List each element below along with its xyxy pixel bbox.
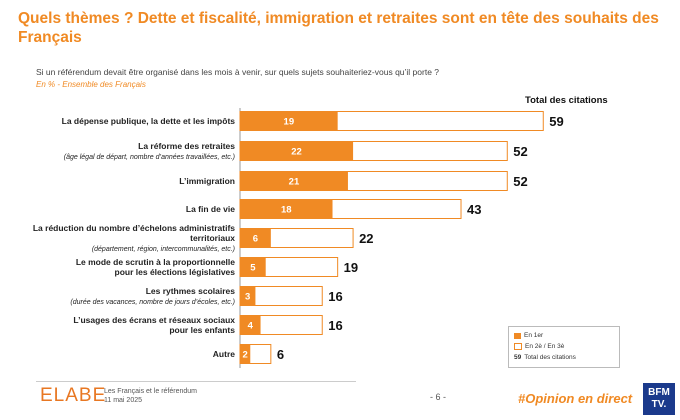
- unit-note: En % - Ensemble des Français: [36, 80, 146, 89]
- bfmtv-logo: BFM TV.: [643, 383, 675, 415]
- category-label: territoriaux: [190, 233, 235, 243]
- page-number: - 6 -: [430, 392, 447, 402]
- data-label-total: 43: [467, 202, 481, 217]
- hashtag: #Opinion en direct: [518, 391, 633, 406]
- category-label: Autre: [213, 349, 235, 359]
- bar-first: [240, 199, 333, 219]
- category-label: pour les élections législatives: [115, 267, 236, 277]
- category-label: Le mode de scrutin à la proportionnelle: [76, 257, 235, 267]
- legend-label-total: Total des citations: [524, 354, 576, 361]
- legend-item-first: En 1er: [514, 332, 543, 339]
- bfmtv-logo-line1: BFM: [648, 387, 670, 398]
- data-label-first: 5: [250, 263, 256, 274]
- bar-first: [240, 257, 266, 277]
- data-label-total: 16: [328, 289, 342, 304]
- legend-swatch-other: [514, 343, 522, 350]
- bar-first: [240, 228, 271, 248]
- data-label-total: 19: [344, 260, 358, 275]
- category-sublabel: (âge légal de départ, nombre d’années tr…: [64, 154, 235, 161]
- data-label-total: 6: [277, 347, 284, 362]
- category-label: La réduction du nombre d’échelons admini…: [33, 223, 235, 233]
- bar-first: [240, 315, 261, 335]
- legend-swatch-first: [514, 332, 521, 339]
- data-label-total: 52: [513, 144, 527, 159]
- footer-divider: [36, 381, 356, 382]
- elabe-logo: ELABE: [40, 385, 107, 406]
- data-label-total: 59: [549, 114, 563, 129]
- category-label: La fin de vie: [186, 204, 235, 214]
- bar-first: [240, 286, 256, 306]
- legend-total-number: 59: [514, 354, 522, 361]
- data-label-total: 16: [328, 318, 342, 333]
- bar-first: [240, 171, 348, 191]
- study-date: 11 mai 2025: [104, 397, 143, 404]
- data-label-first: 2: [242, 350, 247, 361]
- bar-first: [240, 111, 338, 131]
- category-label: Les rythmes scolaires: [146, 286, 236, 296]
- category-sublabel: (durée des vacances, nombre de jours d’é…: [70, 299, 235, 306]
- category-label: L’usages des écrans et réseaux sociaux: [73, 315, 235, 325]
- study-info: Les Français et le référendum 11 mai 202…: [104, 387, 197, 405]
- data-label-first: 22: [291, 147, 302, 158]
- total-header: Total des citations: [525, 95, 608, 106]
- data-label-first: 19: [284, 117, 295, 128]
- legend-label-first: En 1er: [524, 332, 544, 339]
- category-sublabel: (département, région, intercommunalités,…: [92, 246, 235, 253]
- category-label: pour les enfants: [169, 325, 235, 335]
- legend: En 1er En 2è / En 3è 59 Total des citati…: [508, 326, 620, 368]
- study-title: Les Français et le référendum: [104, 388, 197, 395]
- survey-question: Si un référendum devait être organisé da…: [36, 67, 440, 77]
- category-label: La réforme des retraites: [138, 141, 235, 151]
- bar-first: [240, 344, 251, 364]
- data-label-first: 3: [245, 292, 250, 303]
- legend-label-other: En 2è / En 3è: [525, 343, 565, 350]
- data-label-total: 52: [513, 174, 527, 189]
- category-label: La dépense publique, la dette et les imp…: [62, 116, 236, 126]
- chart-title: Quels thèmes ? Dette et fiscalité, immig…: [18, 10, 659, 46]
- category-label: L’immigration: [179, 176, 235, 186]
- bfmtv-logo-line2: TV.: [651, 399, 667, 410]
- data-label-first: 4: [248, 321, 254, 332]
- legend-item-total: 59 Total des citations: [514, 354, 576, 361]
- bar-first: [240, 141, 354, 161]
- data-label-first: 18: [281, 205, 292, 216]
- data-label-first: 6: [253, 234, 258, 245]
- data-label-first: 21: [289, 177, 300, 188]
- data-label-total: 22: [359, 231, 373, 246]
- legend-item-other: En 2è / En 3è: [514, 343, 564, 350]
